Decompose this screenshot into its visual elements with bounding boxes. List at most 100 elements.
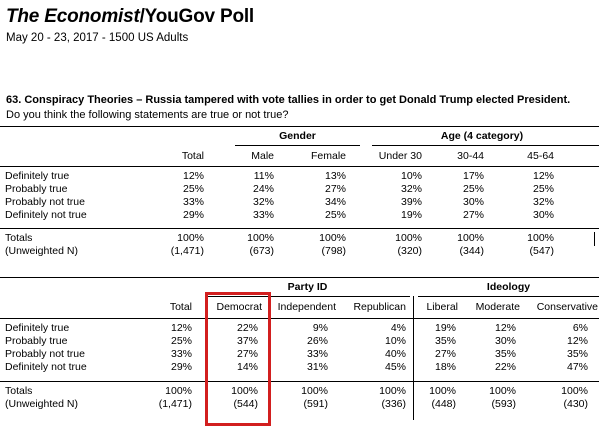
table-cell: 30%	[532, 209, 554, 221]
col-header-male: Male	[251, 150, 274, 162]
table-cell: 32%	[252, 196, 274, 208]
table-cell: 27%	[434, 348, 456, 360]
unweighted-cell: (673)	[249, 245, 274, 257]
table-cell: 12%	[566, 335, 588, 347]
unweighted-cell: (547)	[529, 245, 554, 257]
table-cell: 4%	[390, 322, 406, 334]
table-cell: 30%	[494, 335, 516, 347]
row-label: Definitely not true	[5, 209, 87, 221]
table-cell: 17%	[462, 170, 484, 182]
col-header-liberal: Liberal	[426, 301, 458, 313]
table-cell: 33%	[252, 209, 274, 221]
table-cell: 12%	[170, 322, 192, 334]
group-header-gender: Gender	[279, 130, 316, 142]
table-cell: 45%	[384, 361, 406, 373]
table-cell: 10%	[384, 335, 406, 347]
col-header-democrat: Democrat	[216, 301, 262, 313]
table-cell: 22%	[494, 361, 516, 373]
table-cell: 22%	[236, 322, 258, 334]
totals-cell: 100%	[379, 385, 406, 397]
unweighted-label: (Unweighted N)	[5, 398, 78, 410]
table-cell: 12%	[182, 170, 204, 182]
row-label: Probably true	[5, 183, 68, 195]
group-header-party: Party ID	[287, 281, 328, 293]
col-header-conservative: Conservative	[536, 301, 598, 313]
totals-cell: 100%	[177, 232, 204, 244]
brand-name: The Economist	[6, 6, 140, 27]
totals-cell: 100%	[165, 385, 192, 397]
table-cell: 6%	[572, 322, 588, 334]
unweighted-cell: (336)	[381, 398, 406, 410]
table-cell: 25%	[170, 335, 192, 347]
row-label: Probably true	[5, 335, 68, 347]
table-cell: 10%	[400, 170, 422, 182]
col-header-moderate: Moderate	[475, 301, 520, 313]
table-cell: 18%	[434, 361, 456, 373]
col-header-under30: Under 30	[378, 150, 422, 162]
table-cell: 27%	[324, 183, 346, 195]
unweighted-cell: (591)	[303, 398, 328, 410]
table-cell: 24%	[252, 183, 274, 195]
title-rest: /YouGov Poll	[139, 6, 255, 27]
totals-cell: 100%	[561, 385, 588, 397]
col-header-45-64: 45-64	[527, 150, 554, 162]
table-cell: 27%	[236, 348, 258, 360]
unweighted-cell: (544)	[233, 398, 258, 410]
table-cell: 12%	[532, 170, 554, 182]
totals-label: Totals	[5, 385, 33, 397]
unweighted-cell: (344)	[459, 245, 484, 257]
table-cell: 31%	[306, 361, 328, 373]
totals-cell: 100%	[457, 232, 484, 244]
table-cell: 39%	[400, 196, 422, 208]
table-cell: 33%	[306, 348, 328, 360]
table-cell: 12%	[494, 322, 516, 334]
table-cell: 33%	[170, 348, 192, 360]
table-cell: 32%	[532, 196, 554, 208]
table-cell: 25%	[182, 183, 204, 195]
unweighted-cell: (798)	[321, 245, 346, 257]
table-cell: 19%	[434, 322, 456, 334]
table-cell: 47%	[566, 361, 588, 373]
row-label: Probably not true	[5, 348, 85, 360]
totals-cell: 100%	[489, 385, 516, 397]
unweighted-cell: (320)	[397, 245, 422, 257]
table-cell: 35%	[434, 335, 456, 347]
table-cell: 33%	[182, 196, 204, 208]
table-cell: 29%	[182, 209, 204, 221]
col-header-independent: Independent	[277, 301, 336, 313]
table-cell: 27%	[462, 209, 484, 221]
unweighted-label: (Unweighted N)	[5, 245, 78, 257]
totals-cell: 100%	[429, 385, 456, 397]
row-label: Probably not true	[5, 196, 85, 208]
table-cell: 26%	[306, 335, 328, 347]
totals-cell: 100%	[247, 232, 274, 244]
totals-cell: 100%	[319, 232, 346, 244]
row-label: Definitely true	[5, 170, 70, 182]
table-cell: 37%	[236, 335, 258, 347]
table-cell: 13%	[324, 170, 346, 182]
row-label: Definitely true	[5, 322, 70, 334]
table-cell: 25%	[324, 209, 346, 221]
totals-cell: 100%	[231, 385, 258, 397]
unweighted-cell: (448)	[431, 398, 456, 410]
totals-cell: 100%	[527, 232, 554, 244]
row-label: Definitely not true	[5, 361, 87, 373]
table-cell: 30%	[462, 196, 484, 208]
table-cell: 32%	[400, 183, 422, 195]
table-cell: 19%	[400, 209, 422, 221]
table-cell: 40%	[384, 348, 406, 360]
table-cell: 11%	[253, 170, 274, 182]
unweighted-cell: (1,471)	[158, 398, 192, 410]
table-cell: 29%	[170, 361, 192, 373]
unweighted-cell: (593)	[491, 398, 516, 410]
poll-dates: May 20 - 23, 2017 - 1500 US Adults	[6, 32, 189, 44]
table-cell: 25%	[462, 183, 484, 195]
unweighted-cell: (1,471)	[170, 245, 204, 257]
totals-label: Totals	[5, 232, 33, 244]
group-header-ideology: Ideology	[486, 281, 531, 293]
page-title: The Economist/YouGov Poll	[6, 6, 254, 28]
table-cell: 25%	[532, 183, 554, 195]
col-header-30-44: 30-44	[457, 150, 484, 162]
